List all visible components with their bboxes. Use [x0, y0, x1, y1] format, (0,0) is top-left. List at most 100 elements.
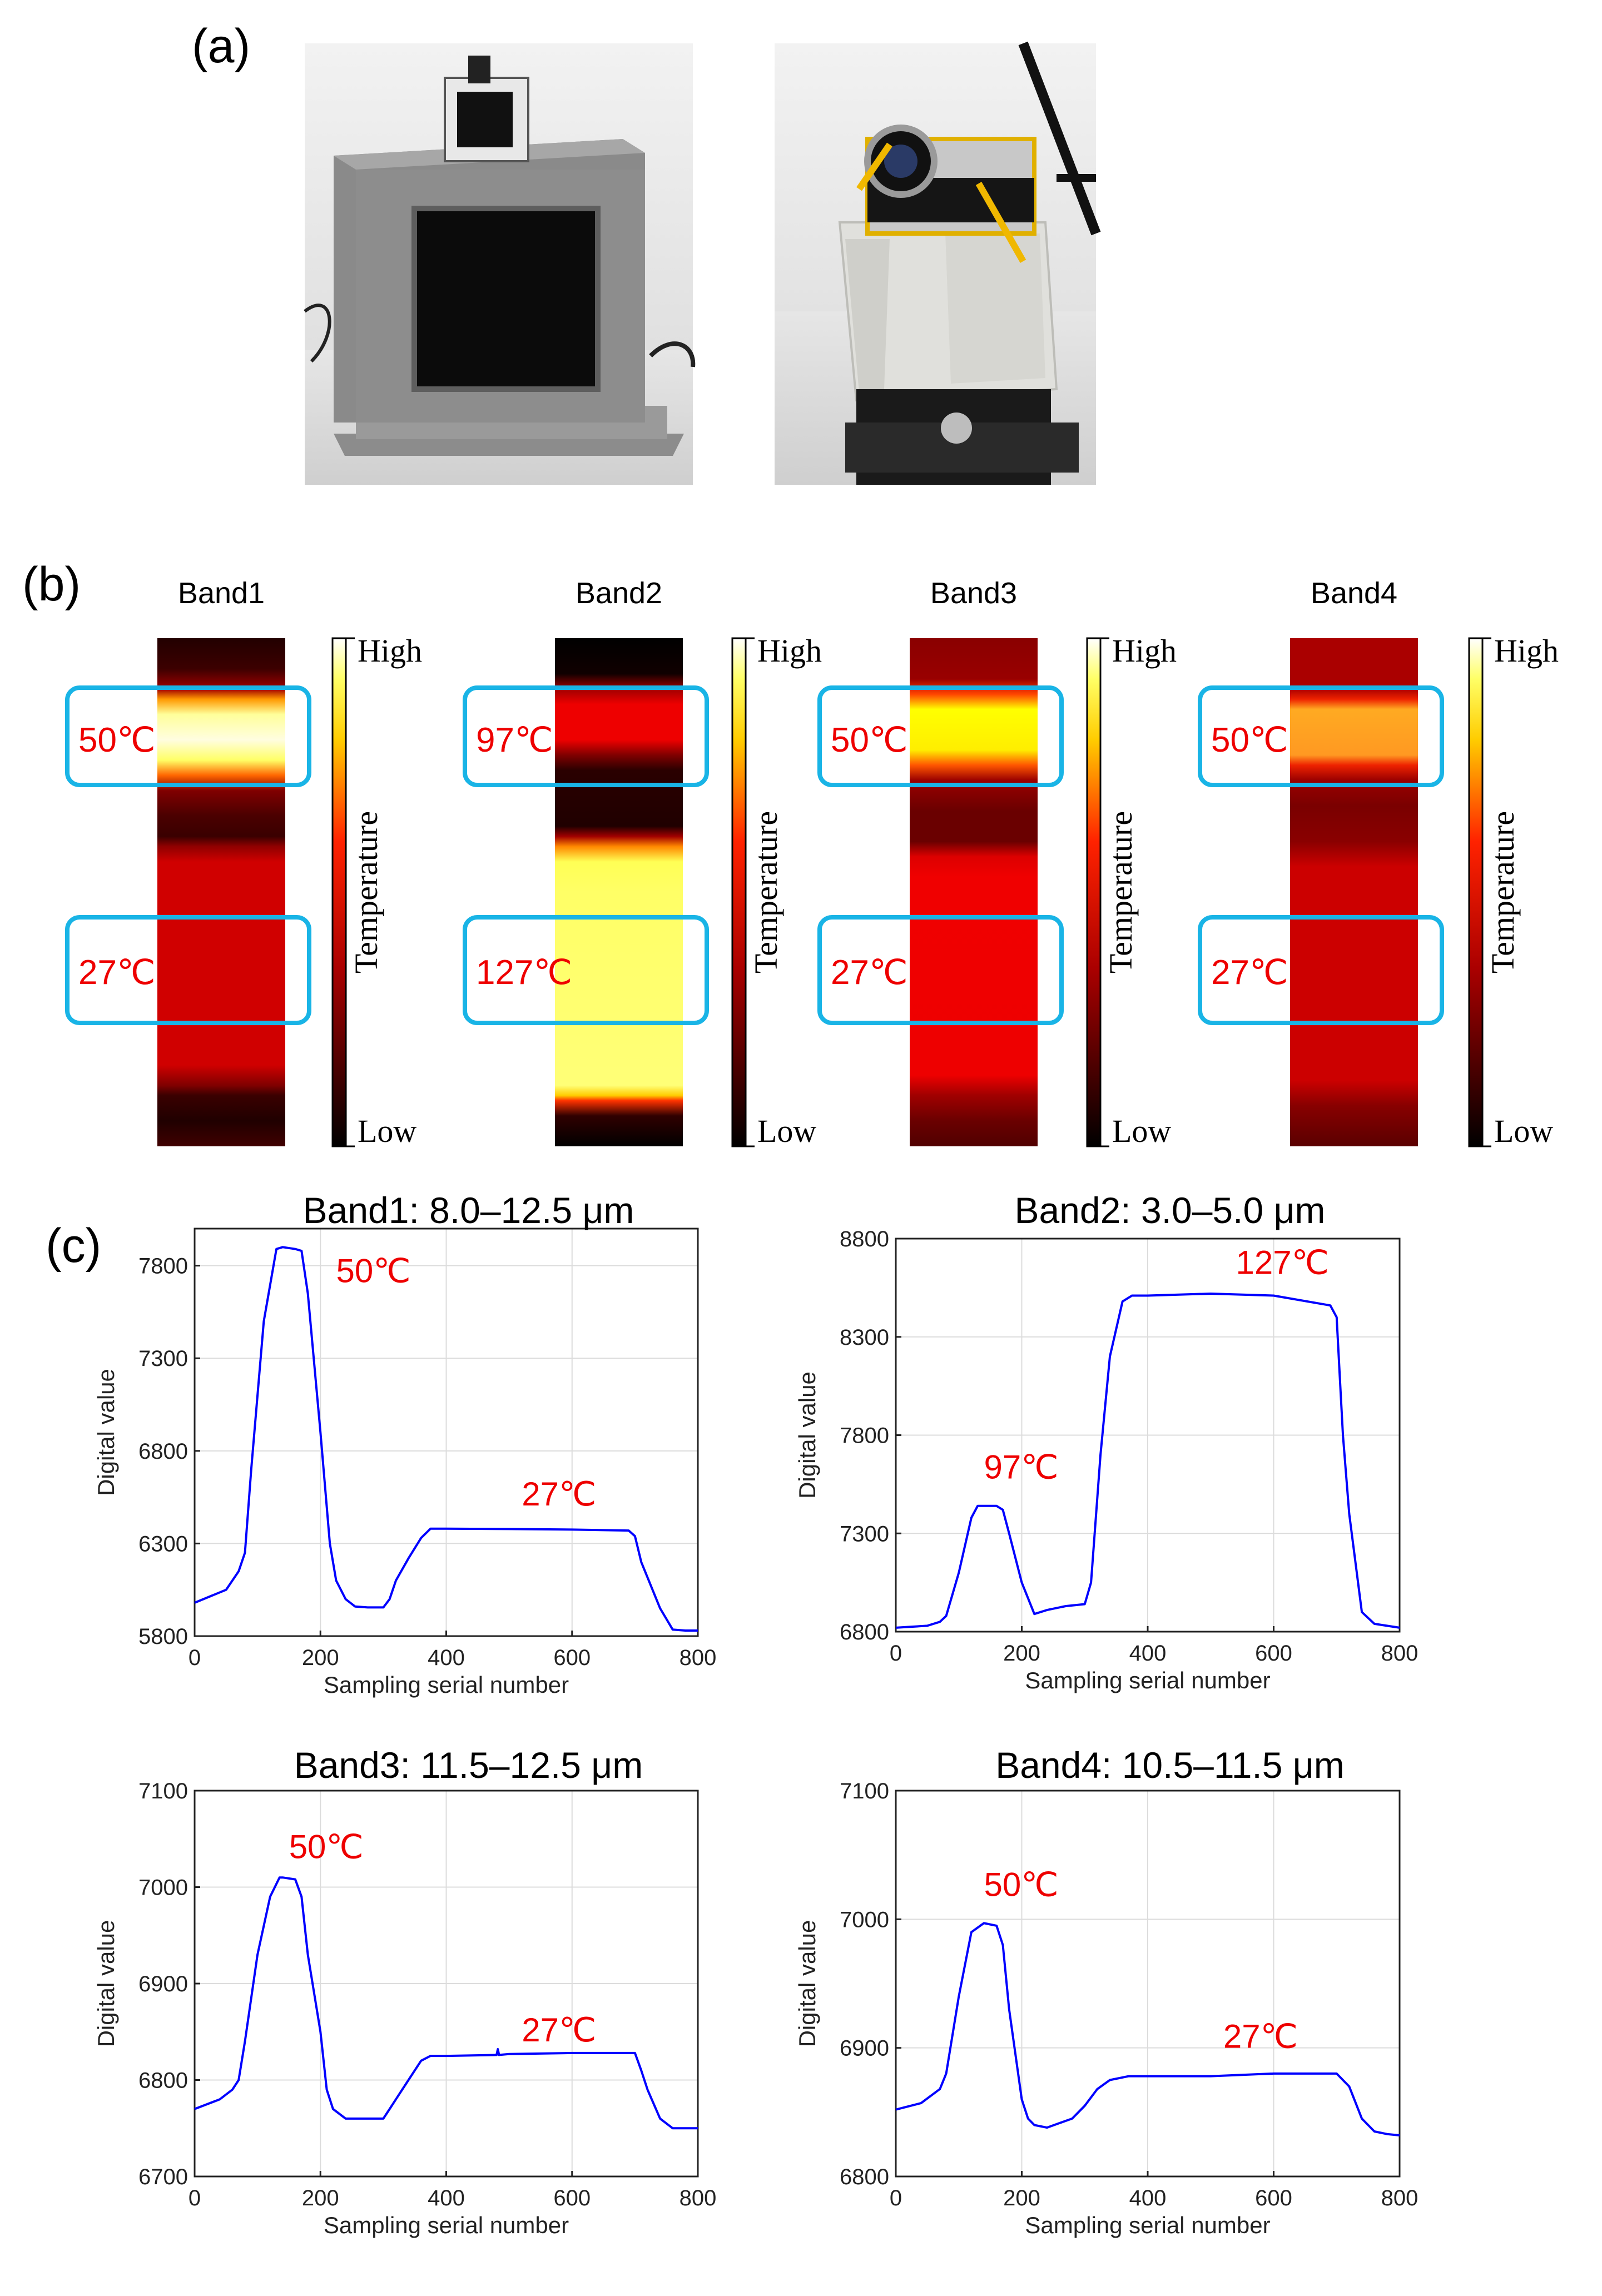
- roi-box-top: [65, 685, 311, 787]
- roi-label-top: 50℃: [1211, 721, 1288, 759]
- roi-box-bottom: [817, 915, 1064, 1025]
- heatmap-band1: Band1 50℃ 27℃ High Low Temperature: [65, 577, 422, 1149]
- roi-box-top: [463, 685, 709, 787]
- colorbar-low-label: Low: [1112, 1113, 1171, 1149]
- x-tick-label: 0: [890, 1641, 902, 1666]
- thermal-camera-on-turntable-photo: [775, 41, 1101, 485]
- series-line-band3: [194, 1876, 698, 2130]
- roi-label-bottom: 27℃: [831, 953, 908, 992]
- x-tick-label: 0: [890, 2186, 902, 2210]
- colorbar-high-label: High: [1112, 633, 1177, 669]
- series-line-band4: [895, 1922, 1400, 2136]
- colorbar-title: Temperature: [748, 811, 784, 973]
- roi-box-top: [1198, 685, 1444, 787]
- x-tick-label: 0: [189, 1646, 201, 1670]
- y-axis-label: Digital value: [794, 1371, 820, 1499]
- chart-title: Band3: 11.5–12.5 μm: [294, 1745, 643, 1786]
- series-line-band2: [895, 1293, 1400, 1629]
- colorbar-gradient: [1468, 637, 1484, 1147]
- x-axis-label: Sampling serial number: [324, 1672, 569, 1698]
- heatmap-band2: Band2 97℃ 127℃ High Low Temperature: [463, 577, 822, 1149]
- roi-box-bottom: [1198, 915, 1444, 1025]
- heatmap-title: Band3: [930, 577, 1017, 610]
- chart-band3: 0 200 400 600 800 6700 6800 6900 7000 7100 Samplin…: [93, 1745, 716, 2238]
- y-tick-label: 7800: [138, 1254, 188, 1279]
- y-axis-label: Digital value: [93, 1920, 119, 2047]
- y-tick-label: 8300: [840, 1325, 889, 1350]
- y-tick-label: 7000: [138, 1876, 188, 1900]
- series-line-band1: [194, 1246, 698, 1632]
- blackbody-source-photo: [304, 43, 696, 485]
- y-tick-label: 6800: [138, 1439, 188, 1464]
- y-tick-label: 5800: [138, 1624, 188, 1649]
- colorbar-title: Temperature: [348, 811, 384, 973]
- x-tick-label: 200: [1003, 1641, 1040, 1666]
- x-tick-label: 600: [1255, 1641, 1292, 1666]
- y-tick-label: 6800: [840, 2165, 889, 2189]
- colorbar-gradient: [731, 637, 747, 1147]
- y-axis-label: Digital value: [794, 1920, 820, 2047]
- roi-label-top: 97℃: [476, 721, 553, 759]
- line-charts: 0 200 400 600 800 5800 6300 6800 7300 7800 Samplin…: [93, 1190, 1418, 2238]
- y-tick-label: 8800: [840, 1227, 889, 1251]
- x-tick-label: 400: [428, 2186, 465, 2210]
- panel-label-a: (a): [192, 19, 250, 73]
- y-tick-label: 6900: [138, 1972, 188, 1996]
- annotation-label: 50℃: [336, 1253, 411, 1290]
- heatmap-strip: [910, 638, 1038, 1146]
- roi-label-bottom: 27℃: [1211, 953, 1288, 992]
- x-tick-label: 400: [428, 1646, 465, 1670]
- colorbar-high-label: High: [757, 633, 822, 669]
- roi-label-top: 50℃: [78, 721, 156, 759]
- colorbar: High Low Temperature: [331, 633, 422, 1149]
- colorbar: High Low Temperature: [1468, 633, 1559, 1149]
- annotation-label: 97℃: [984, 1448, 1059, 1485]
- heatmap-panels: Band1 50℃ 27℃ High Low Temperature Band2 97℃ 127…: [65, 577, 1559, 1149]
- roi-box-bottom: [65, 915, 311, 1025]
- x-tick-label: 800: [680, 2186, 717, 2210]
- chart-band4: 0 200 400 600 800 6800 6900 7000 7100 Sampling se…: [794, 1745, 1418, 2238]
- heatmap-title: Band1: [178, 577, 265, 610]
- roi-box-top: [817, 685, 1064, 787]
- x-tick-label: 200: [302, 1646, 339, 1670]
- x-axis-label: Sampling serial number: [1025, 1667, 1270, 1693]
- heatmap-strip: [555, 638, 683, 1146]
- y-tick-label: 6800: [840, 1620, 889, 1644]
- y-tick-label: 7000: [840, 1907, 889, 1932]
- x-axis-label: Sampling serial number: [1025, 2212, 1270, 2238]
- chart-band2: 0 200 400 600 800 6800 7300 7800 8300 8800 Samplin…: [794, 1190, 1418, 1693]
- x-tick-label: 200: [302, 2186, 339, 2210]
- colorbar-low-label: Low: [358, 1113, 416, 1149]
- chart-title: Band2: 3.0–5.0 μm: [1014, 1190, 1325, 1231]
- roi-label-bottom: 27℃: [78, 953, 156, 992]
- heatmap-title: Band2: [576, 577, 662, 610]
- y-tick-label: 6300: [138, 1532, 188, 1556]
- panel-label-b: (b): [22, 558, 81, 611]
- colorbar-gradient: [331, 637, 347, 1147]
- colorbar-high-label: High: [358, 633, 422, 669]
- roi-label-bottom: 127℃: [476, 953, 572, 992]
- y-tick-label: 6900: [840, 2036, 889, 2061]
- y-tick-label: 6700: [138, 2165, 188, 2189]
- chart-band1: 0 200 400 600 800 5800 6300 6800 7300 7800 Samplin…: [93, 1190, 716, 1698]
- x-axis-label: Sampling serial number: [324, 2212, 569, 2238]
- colorbar: High Low Temperature: [731, 633, 822, 1149]
- annotation-label: 27℃: [1223, 2018, 1298, 2055]
- y-tick-label: 7100: [138, 1779, 188, 1803]
- colorbar-low-label: Low: [1494, 1113, 1553, 1149]
- x-tick-label: 600: [553, 2186, 591, 2210]
- x-tick-label: 400: [1129, 1641, 1167, 1666]
- chart-title: Band4: 10.5–11.5 μm: [995, 1745, 1345, 1786]
- annotation-label: 50℃: [289, 1828, 364, 1865]
- annotation-label: 27℃: [522, 1475, 596, 1513]
- y-tick-label: 7300: [138, 1346, 188, 1371]
- colorbar-low-label: Low: [757, 1113, 816, 1149]
- roi-box-bottom: [463, 915, 709, 1025]
- colorbar-high-label: High: [1494, 633, 1559, 669]
- colorbar: High Low Temperature: [1086, 633, 1177, 1149]
- x-tick-label: 400: [1129, 2186, 1167, 2210]
- heatmap-band4: Band4 50℃ 27℃ High Low Temperature: [1198, 577, 1559, 1149]
- x-tick-label: 600: [553, 1646, 591, 1670]
- x-tick-label: 800: [680, 1646, 717, 1670]
- y-axis-label: Digital value: [93, 1369, 119, 1496]
